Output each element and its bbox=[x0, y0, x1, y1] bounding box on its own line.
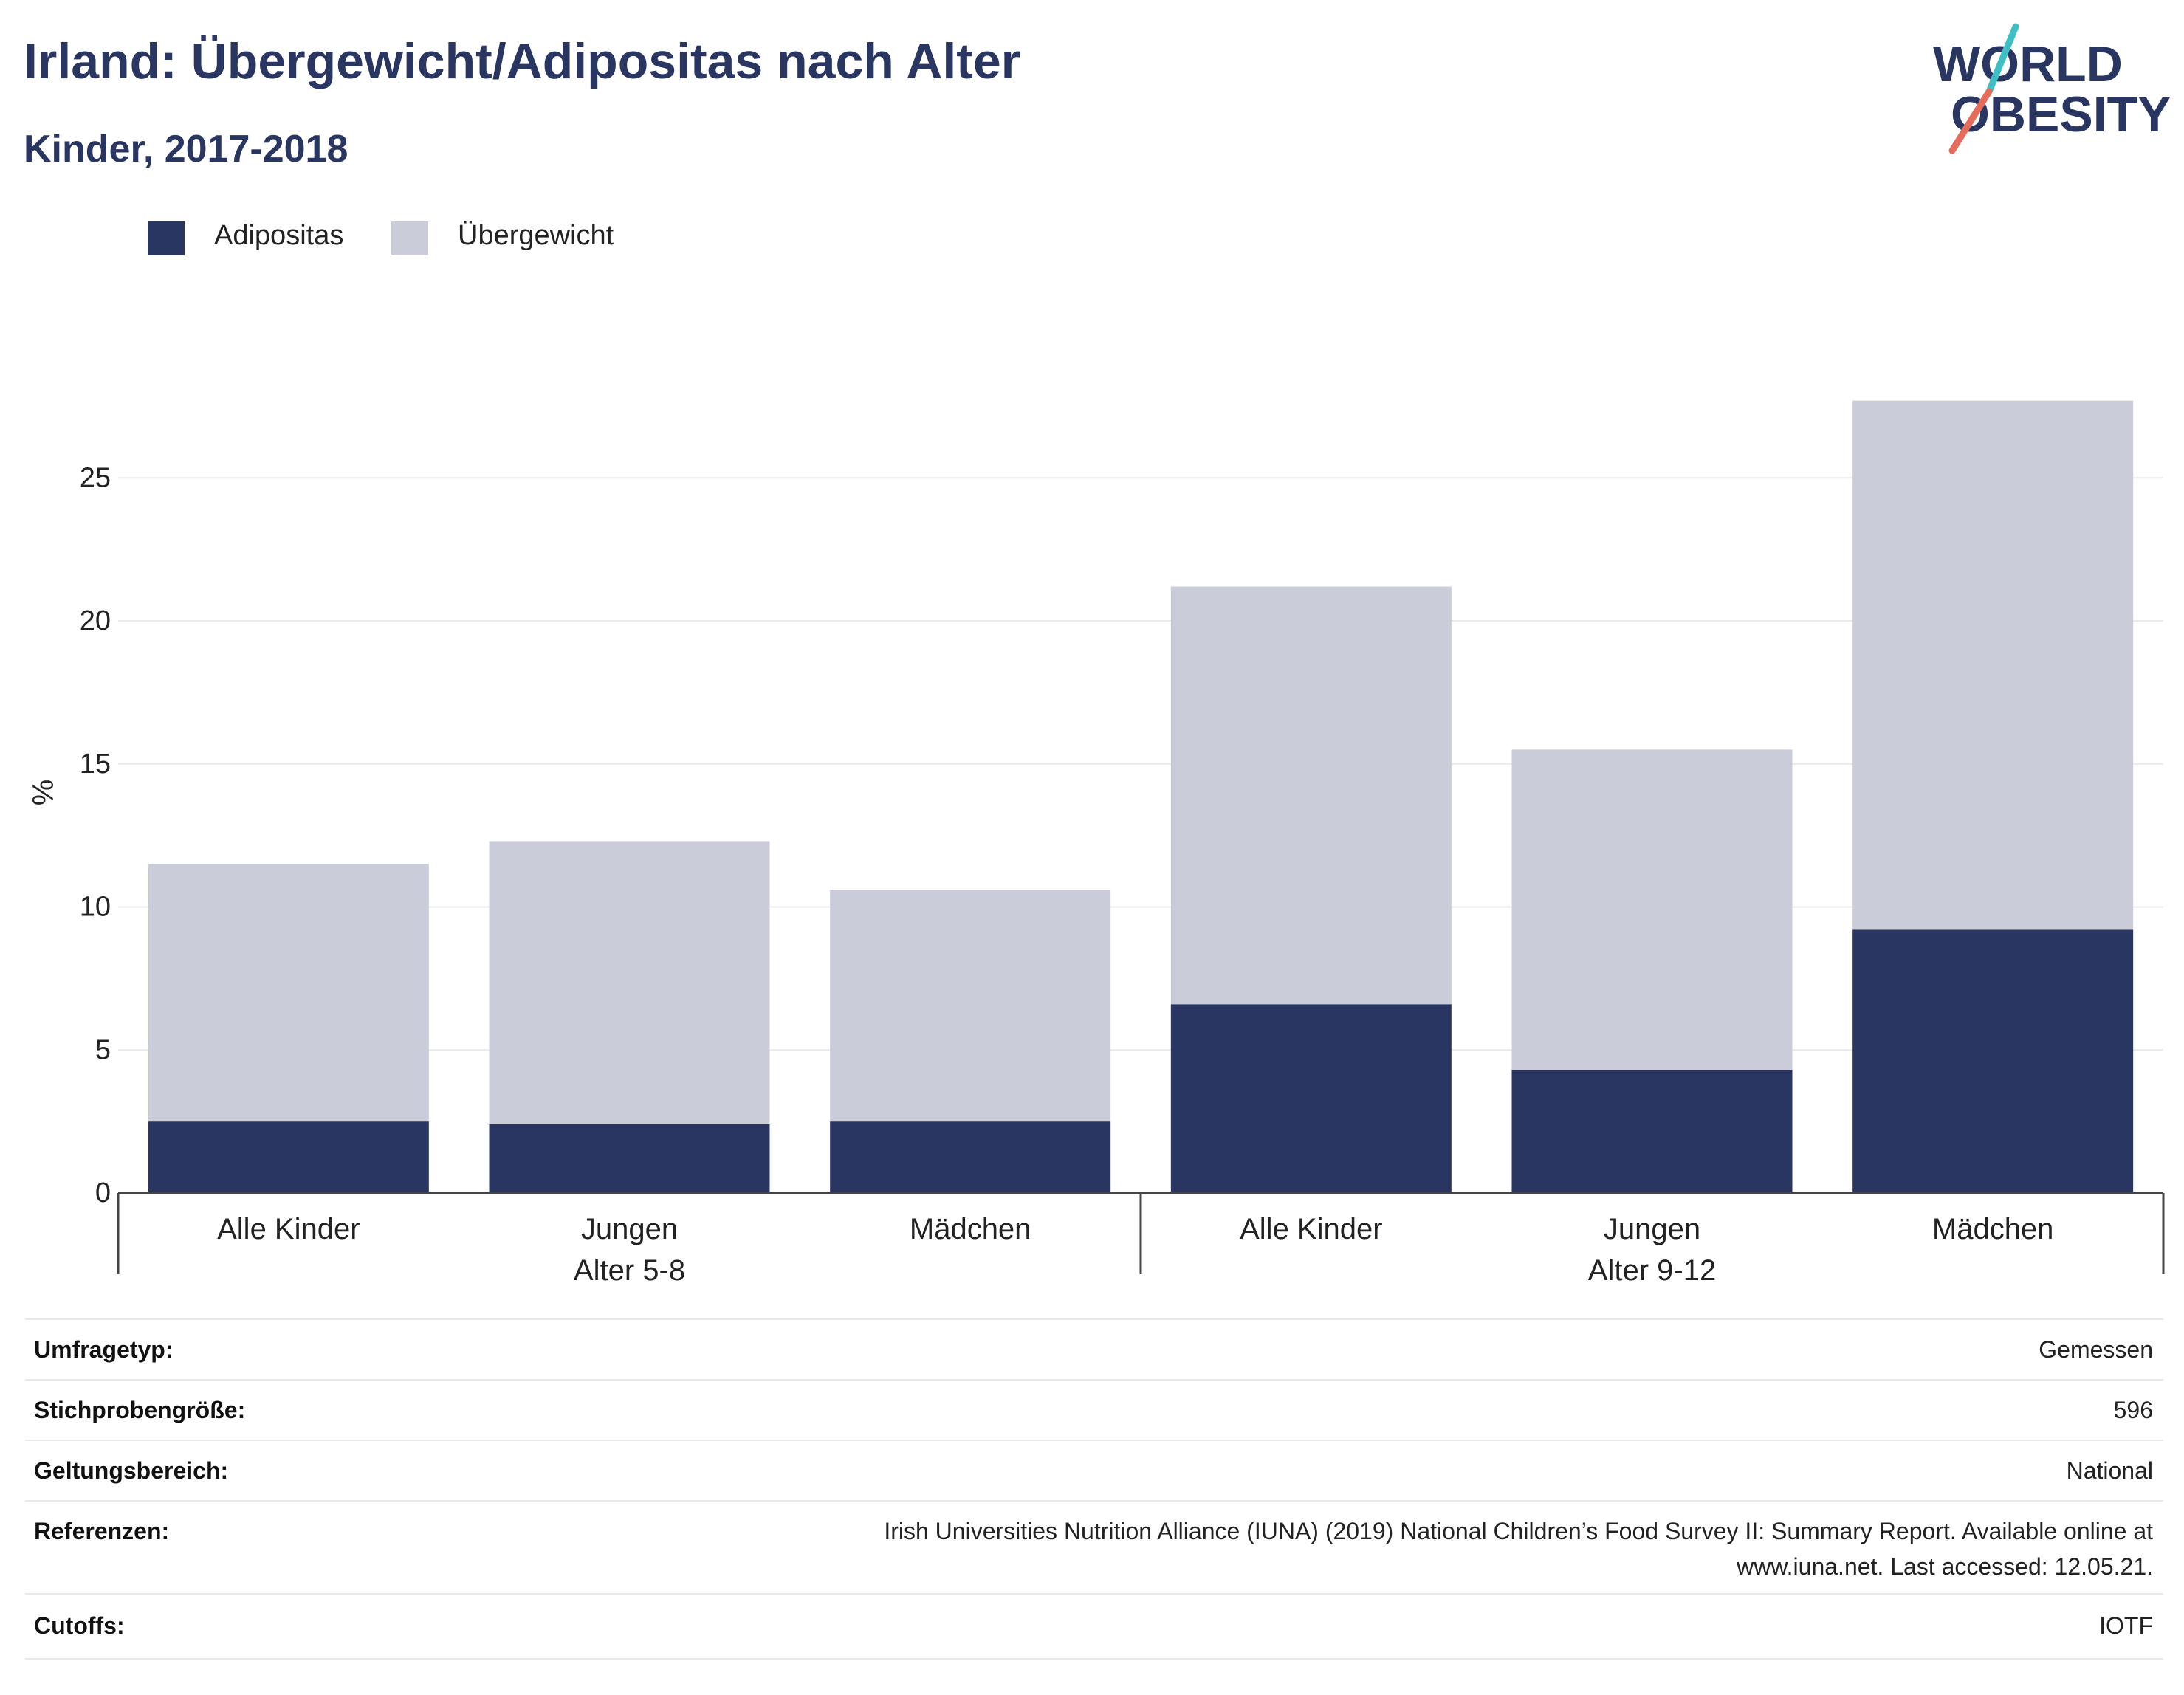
meta-value: 596 bbox=[2113, 1397, 2153, 1423]
y-tick-label: 20 bbox=[80, 605, 111, 636]
y-tick-label: 15 bbox=[80, 749, 111, 780]
bar-segment bbox=[1511, 749, 1793, 1070]
x-tick-label: Jungen bbox=[1604, 1213, 1700, 1245]
legend-label-adipositas: Adipositas bbox=[214, 220, 344, 251]
world-obesity-logo: WORLD OBESITY bbox=[1920, 22, 2171, 155]
chart-title: Irland: Übergewicht/Adipositas nach Alte… bbox=[24, 33, 1021, 89]
y-tick-label: 25 bbox=[80, 462, 111, 493]
legend-swatch-uebergewicht bbox=[391, 221, 428, 255]
y-tick-label: 5 bbox=[95, 1034, 111, 1065]
meta-key: Stichprobengröße: bbox=[34, 1397, 246, 1423]
chart-subtitle: Kinder, 2017-2018 bbox=[24, 128, 348, 171]
y-tick-label: 10 bbox=[80, 892, 111, 923]
meta-key: Geltungsbereich: bbox=[34, 1457, 229, 1484]
x-tick-label: Alle Kinder bbox=[1240, 1213, 1382, 1245]
meta-row-referenzen: Referenzen: Irish Universities Nutrition… bbox=[25, 1500, 2163, 1593]
survey-info-table: Umfragetyp: Gemessen Stichprobengröße: 5… bbox=[25, 1318, 2163, 1660]
bar-segment bbox=[1170, 1004, 1452, 1193]
x-tick-label: Jungen bbox=[581, 1213, 678, 1245]
meta-key: Referenzen: bbox=[34, 1518, 170, 1544]
meta-value: Irish Universities Nutrition Alliance (I… bbox=[884, 1518, 2153, 1544]
legend-swatch-adipositas bbox=[148, 221, 185, 255]
meta-row-umfragetyp: Umfragetyp: Gemessen bbox=[25, 1318, 2163, 1379]
meta-value-line2: www.iuna.net. Last accessed: 12.05.21. bbox=[1737, 1553, 2153, 1580]
x-tick-label: Mädchen bbox=[1932, 1213, 2054, 1245]
meta-key: Umfragetyp: bbox=[34, 1336, 174, 1363]
meta-row-geltungsbereich: Geltungsbereich: National bbox=[25, 1440, 2163, 1500]
bar-segment bbox=[1511, 1070, 1793, 1193]
meta-value: Gemessen bbox=[2039, 1336, 2153, 1363]
bar-segment bbox=[1170, 586, 1452, 1005]
meta-row-cutoffs: Cutoffs: IOTF bbox=[25, 1593, 2163, 1660]
logo-slash-top bbox=[1985, 23, 2019, 95]
group-label: Alter 9-12 bbox=[1588, 1254, 1716, 1287]
bar-segment bbox=[830, 1121, 1111, 1193]
meta-value: National bbox=[2066, 1457, 2153, 1484]
y-tick-label: 0 bbox=[95, 1177, 111, 1208]
bar-segment bbox=[830, 890, 1111, 1122]
logo-slash-bottom bbox=[1948, 88, 1993, 154]
meta-key: Cutoffs: bbox=[34, 1612, 125, 1639]
group-label: Alter 5-8 bbox=[574, 1254, 685, 1287]
meta-value: IOTF bbox=[2099, 1612, 2153, 1639]
logo-line1: WORLD bbox=[1933, 36, 2123, 92]
stacked-bar-chart: 0 5 10 15 20 25% Alle Kinder Jungen Mädchen Alle … bbox=[27, 400, 2165, 1287]
x-tick-label: Alle Kinder bbox=[217, 1213, 360, 1245]
bar-segment bbox=[1852, 929, 2134, 1193]
bar-segment bbox=[148, 1121, 429, 1193]
x-tick-label: Mädchen bbox=[910, 1213, 1031, 1245]
y-axis-label: % bbox=[27, 780, 60, 806]
bar-segment bbox=[148, 864, 429, 1122]
meta-row-stichprobe: Stichprobengröße: 596 bbox=[25, 1379, 2163, 1440]
bar-segment bbox=[1852, 400, 2134, 930]
legend-label-uebergewicht: Übergewicht bbox=[458, 220, 614, 251]
bar-segment bbox=[489, 841, 770, 1124]
bar-segment bbox=[489, 1124, 770, 1193]
